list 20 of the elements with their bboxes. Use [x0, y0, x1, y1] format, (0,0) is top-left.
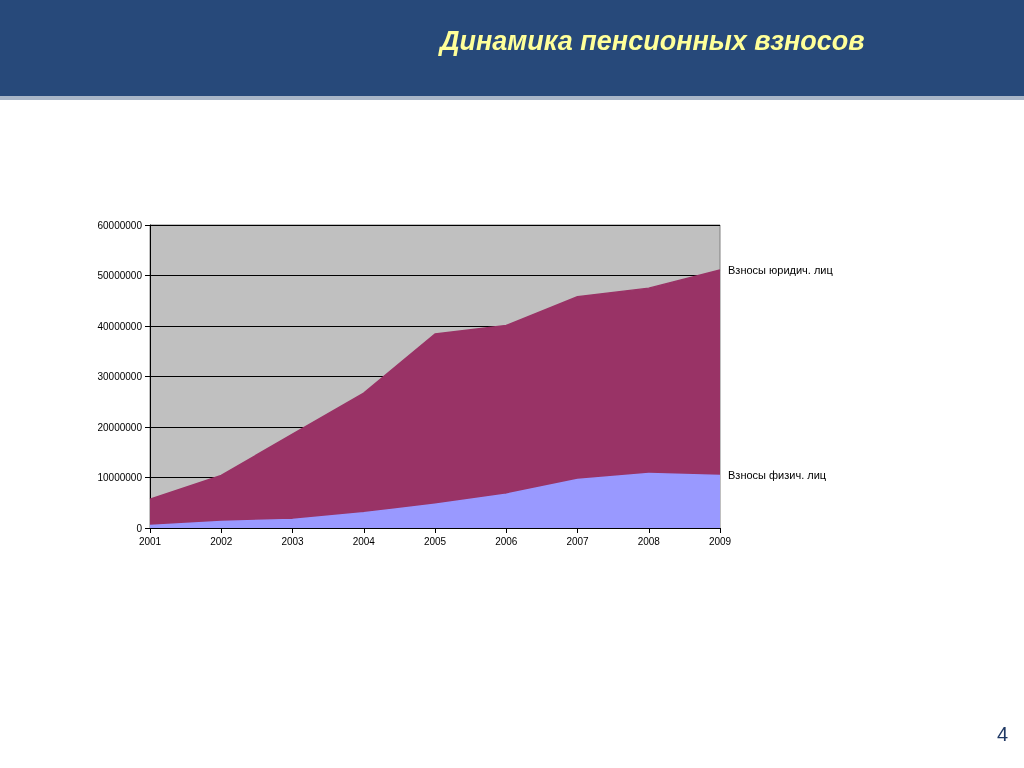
- x-tick-label: 2009: [708, 535, 732, 547]
- x-tick-label: 2008: [637, 535, 661, 547]
- series-label: Взносы физич. лиц: [728, 469, 827, 482]
- y-tick-label: 60000000: [97, 219, 143, 231]
- x-tick-label: 2003: [281, 535, 305, 547]
- y-tick-label: 0: [136, 522, 143, 534]
- text: 4: [996, 723, 1008, 746]
- series-label: Взносы юридич. лиц: [728, 263, 834, 276]
- y-tick-label: 40000000: [97, 320, 143, 332]
- y-tick-label: 50000000: [97, 270, 143, 281]
- x-tick-label: 2002: [210, 535, 233, 547]
- y-tick-label: 20000000: [97, 421, 143, 433]
- x-tick-label: 2006: [495, 535, 518, 547]
- x-tick-label: 2007: [566, 535, 590, 547]
- x-tick-label: 2001: [138, 535, 162, 547]
- x-tick-label: 2004: [352, 535, 376, 547]
- chart-title: Динамика пенсионных взносов: [440, 26, 865, 57]
- x-tick-label: 2005: [423, 535, 447, 547]
- y-tick-label: 10000000: [97, 472, 143, 483]
- y-tick-label: 30000000: [97, 371, 143, 382]
